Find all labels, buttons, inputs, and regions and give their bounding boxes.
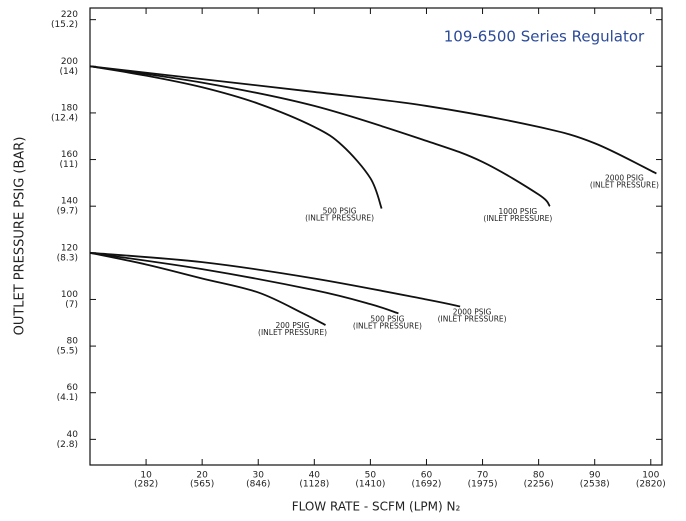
y-tick-sublabel: (15.2) [51,20,78,30]
curve [89,251,461,308]
y-tick-sublabel: (4.1) [57,393,78,403]
x-tick-sublabel: (846) [246,480,270,490]
x-axis-label: FLOW RATE - SCFM (LPM) N₂ [292,500,461,514]
y-tick-label: 120 [61,243,78,253]
y-tick-sublabel: (9.7) [57,207,78,217]
y-tick-label: 200 [61,57,78,67]
chart-title: 109-6500 Series Regulator [444,28,645,46]
x-tick-label: 90 [589,471,601,481]
y-tick-label: 100 [61,290,78,300]
x-tick-sublabel: (1410) [355,480,385,490]
y-tick-label: 80 [67,337,79,347]
curve [89,251,399,315]
curve-note: (INLET PRESSURE) [305,214,374,223]
curve-note: (INLET PRESSURE) [590,181,659,190]
x-tick-sublabel: (1692) [412,480,442,490]
x-tick-sublabel: (2538) [580,480,610,490]
x-tick-sublabel: (1128) [299,480,329,490]
x-tick-sublabel: (2256) [524,480,554,490]
y-tick-label: 40 [67,430,79,440]
curve-label: 500 PSIG [370,314,404,323]
curve-label: 2000 PSIG [453,307,492,316]
x-tick-label: 100 [642,471,659,481]
curve-label: 1000 PSIG [498,207,537,216]
curve [89,65,383,209]
x-tick-label: 30 [253,471,265,481]
x-tick-label: 70 [477,471,489,481]
curve [89,65,551,207]
curve-note: (INLET PRESSURE) [438,314,507,323]
y-tick-label: 220 [61,10,78,20]
x-tick-label: 40 [309,471,321,481]
plot-frame [89,7,663,466]
x-tick-label: 20 [196,471,208,481]
y-axis-label: OUTLET PRESSURE PSIG (BAR) [13,137,28,336]
y-tick-sublabel: (11) [60,160,78,170]
curve-label: 2000 PSIG [605,174,644,183]
y-tick-sublabel: (2.8) [57,440,78,450]
curve-label: 500 PSIG [323,207,357,216]
x-tick-label: 80 [533,471,545,481]
curve-label: 200 PSIG [276,321,310,330]
curve-note: (INLET PRESSURE) [353,321,422,330]
x-tick-sublabel: (282) [134,480,158,490]
curve [89,65,657,175]
y-tick-sublabel: (12.4) [51,113,78,123]
x-tick-label: 10 [140,471,152,481]
y-tick-label: 60 [67,383,79,393]
curve [89,251,326,326]
curve-note: (INLET PRESSURE) [483,214,552,223]
x-tick-sublabel: (1975) [468,480,498,490]
y-tick-sublabel: (8.3) [57,253,78,263]
y-tick-label: 140 [61,197,78,207]
y-tick-label: 180 [61,103,78,113]
y-tick-sublabel: (14) [60,67,78,77]
y-tick-sublabel: (5.5) [57,347,78,357]
x-tick-label: 50 [365,471,377,481]
x-tick-label: 60 [421,471,433,481]
curve-note: (INLET PRESSURE) [258,328,327,337]
x-tick-sublabel: (565) [190,480,214,490]
x-tick-sublabel: (2820) [636,480,666,490]
y-tick-label: 160 [61,150,78,160]
y-tick-sublabel: (7) [65,300,78,310]
